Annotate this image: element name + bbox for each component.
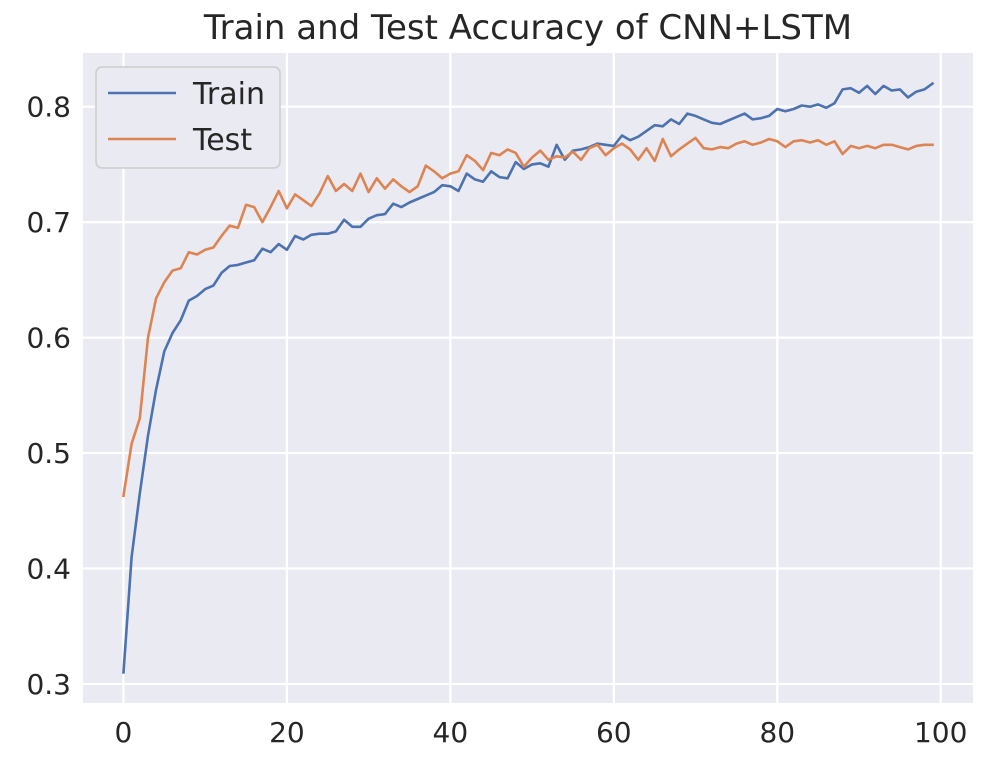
x-tick-label: 80: [759, 716, 795, 749]
y-tick-label: 0.5: [26, 437, 71, 470]
y-tick-label: 0.3: [26, 668, 71, 701]
x-tick-label: 20: [269, 716, 305, 749]
series-line-train: [122, 81, 935, 674]
x-tick-label: 0: [115, 716, 133, 749]
legend: Train Test: [95, 66, 281, 169]
tick-labels: 0 20 40 60 80 100 0.3 0.4 0.5 0.6 0.7 0.8: [26, 91, 967, 749]
series-lines: [122, 81, 935, 674]
y-tick-label: 0.8: [26, 91, 71, 124]
y-tick-label: 0.4: [26, 552, 71, 585]
x-tick-label: 100: [914, 716, 967, 749]
x-tick-label: 60: [596, 716, 632, 749]
grid-lines: [83, 53, 973, 703]
chart-title: Train and Test Accuracy of CNN+LSTM: [203, 8, 853, 48]
legend-label-train: Train: [192, 77, 265, 112]
legend-label-test: Test: [192, 123, 252, 158]
x-tick-label: 40: [433, 716, 469, 749]
y-tick-label: 0.7: [26, 206, 71, 239]
y-tick-label: 0.6: [26, 322, 71, 355]
series-line-test: [122, 136, 934, 498]
